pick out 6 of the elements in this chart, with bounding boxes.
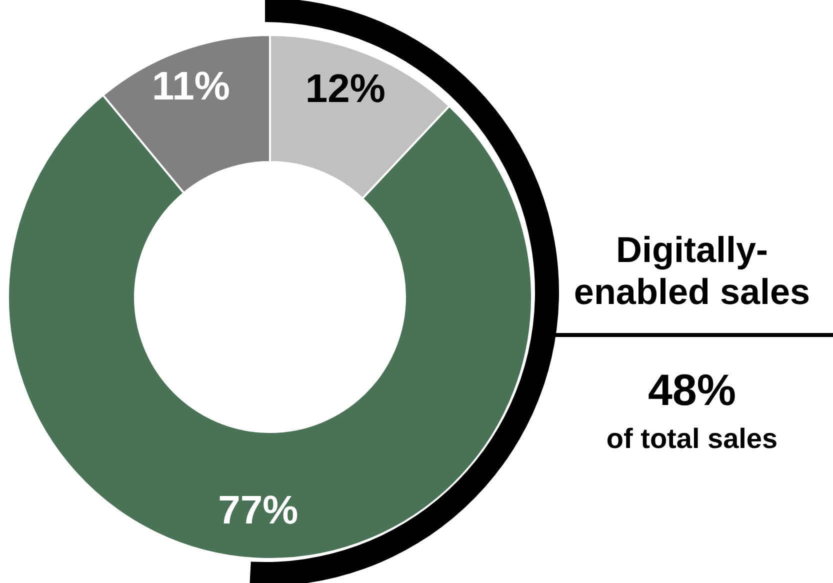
text: 48% [648,366,736,415]
text: of total sales [606,423,778,454]
text: Digitally- enabled sales [574,229,810,312]
data-label: 77% [218,488,298,532]
data-label: 12% [305,66,386,111]
data-label: 11% [152,64,230,108]
